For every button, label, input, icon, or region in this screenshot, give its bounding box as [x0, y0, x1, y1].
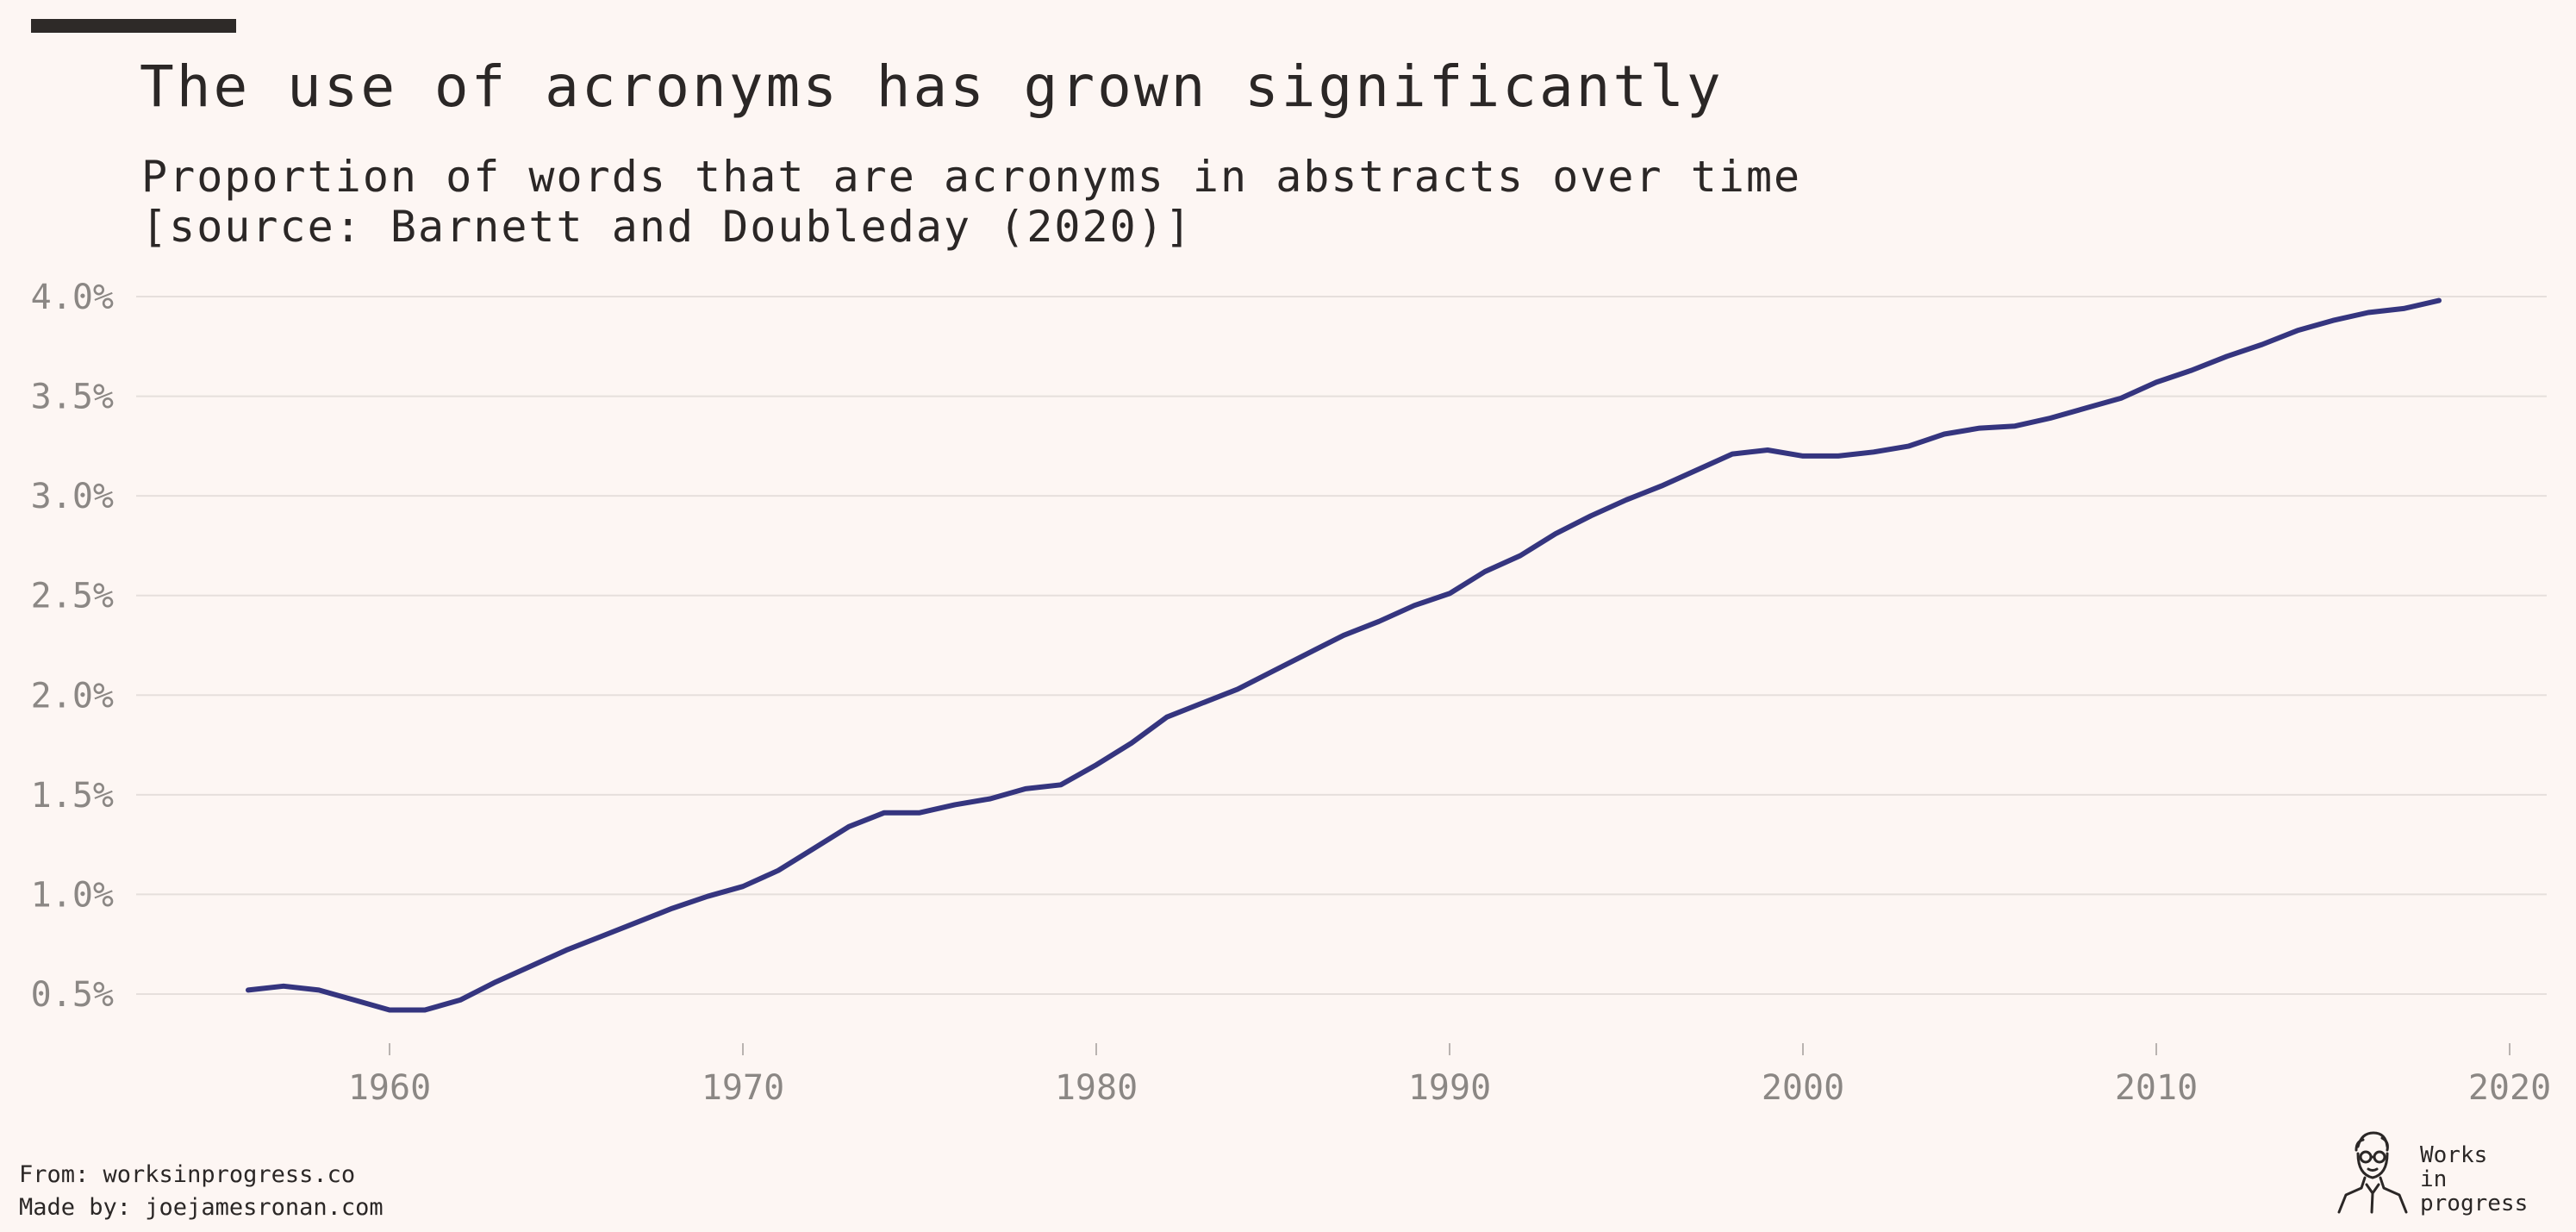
brand-wordmark: Works in progress	[2420, 1143, 2558, 1216]
header-accent-bar	[31, 19, 236, 33]
y-tick-label: 0.5%	[31, 975, 114, 1015]
y-tick-label: 1.0%	[31, 875, 114, 915]
brand-line-3: progress	[2420, 1191, 2529, 1216]
x-axis-ticks: 1960 1970 1980 1990 2000 2010 2020	[348, 1043, 2551, 1108]
y-tick-label: 2.5%	[31, 577, 114, 616]
footer-source: From: worksinprogress.co	[19, 1161, 356, 1188]
x-tick-label: 2010	[2115, 1068, 2198, 1108]
y-axis-ticks: 0.5% 1.0% 1.5% 2.0% 2.5% 3.0% 3.5% 4.0%	[31, 278, 114, 1015]
y-tick-label: 3.0%	[31, 477, 114, 516]
x-tick-label: 1960	[348, 1068, 431, 1108]
footer-author: Made by: joejamesronan.com	[19, 1194, 384, 1221]
x-tick-label: 2000	[1762, 1068, 1844, 1108]
series-line-acronym-proportion	[246, 297, 2442, 1013]
y-tick-label: 1.5%	[31, 776, 114, 816]
subtitle-line-2: [source: Barnett and Doubleday (2020)]	[141, 202, 1193, 252]
chart-subtitle: Proportion of words that are acronyms in…	[141, 152, 1801, 252]
series-layer	[246, 297, 2442, 1013]
brand-line-2: in	[2420, 1166, 2448, 1192]
footer-credits: From: worksinprogress.co Made by: joejam…	[19, 1159, 384, 1224]
subtitle-line-1: Proportion of words that are acronyms in…	[141, 152, 1802, 202]
brand-line-1: Works	[2420, 1142, 2488, 1168]
x-tick-label: 2020	[2468, 1068, 2551, 1108]
gridlines	[136, 296, 2547, 995]
brand-logo: Works in progress	[2336, 1128, 2558, 1216]
chart-title: The use of acronyms has grown significan…	[140, 53, 1724, 120]
y-tick-label: 3.5%	[31, 378, 114, 417]
x-tick-label: 1990	[1408, 1068, 1491, 1108]
y-tick-label: 2.0%	[31, 676, 114, 716]
x-tick-label: 1970	[702, 1068, 784, 1108]
caricature-portrait-icon	[2337, 1131, 2408, 1214]
x-tick-label: 1980	[1055, 1068, 1138, 1108]
line-chart: 0.5% 1.0% 1.5% 2.0% 2.5% 3.0% 3.5% 4.0% 1960 197…	[31, 278, 2551, 1108]
y-tick-label: 4.0%	[31, 278, 114, 317]
